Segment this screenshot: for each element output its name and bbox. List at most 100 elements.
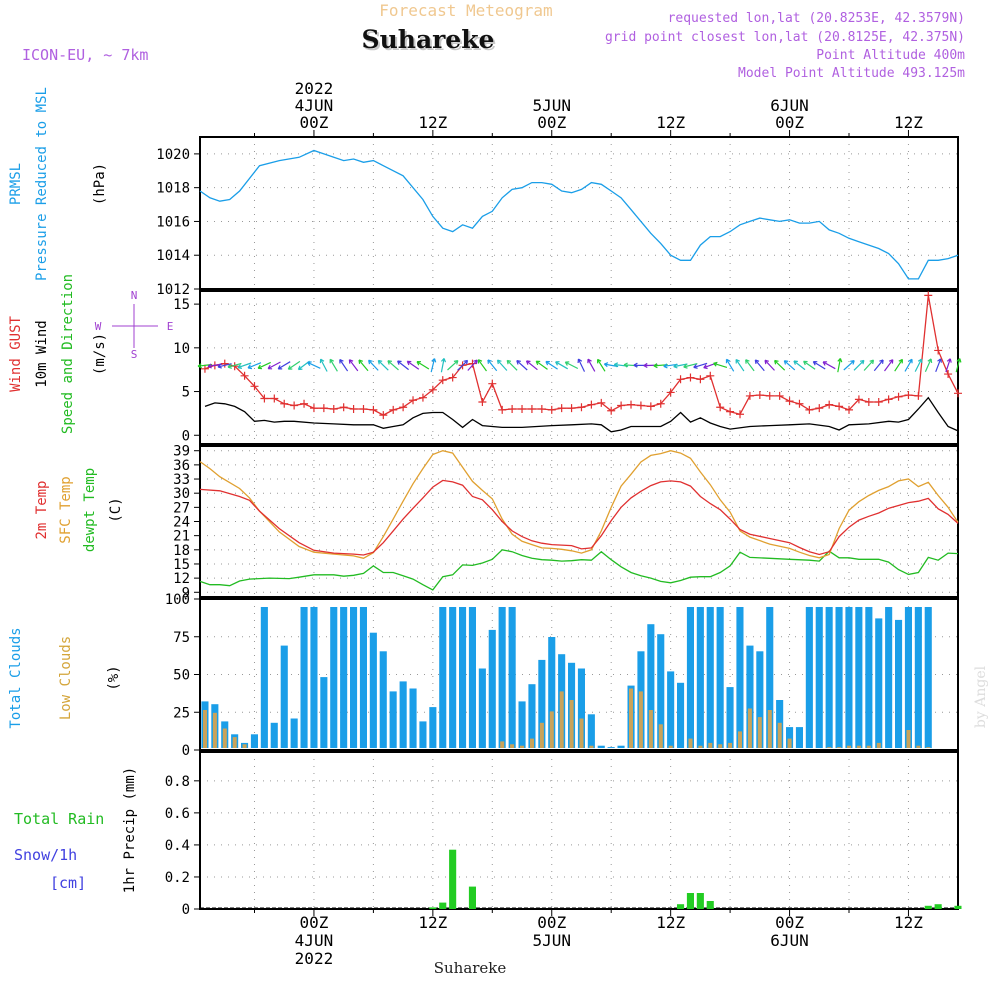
gust-marker [736,410,745,419]
rain-bar [677,904,685,909]
wind-frame [199,290,959,445]
pressure-frame [199,136,959,290]
total-cloud-bar [914,607,922,748]
time-label-bottom: 00Z [775,913,804,932]
low-cloud-bar [837,747,842,748]
subtitle: Forecast Meteogram [379,1,552,20]
total-cloud-bar [706,607,714,748]
wind-direction-arrow [319,358,328,372]
y-tick-label: 36 [173,458,190,474]
total-cloud-bar [350,607,358,748]
low-cloud-bar [658,724,663,748]
gust-marker [894,392,903,401]
time-label-bottom: 2022 [295,949,334,968]
y-tick-label: 0.6 [165,806,190,822]
gust-marker [240,371,249,380]
total-cloud-bar [508,607,516,748]
gust-marker [250,382,259,391]
low-cloud-bar [688,738,693,748]
gust-marker [220,359,229,368]
wind-direction-arrow [348,359,359,372]
low-cloud-bar [589,745,594,748]
wind-direction-arrow [884,359,894,372]
wind-direction-arrow [673,363,688,369]
total-cloud-bar [865,607,873,748]
gust-marker [815,404,824,413]
time-label-top: 5JUN [532,96,571,115]
gust-marker [854,395,863,404]
low-cloud-bar [668,745,673,748]
wind-direction-arrow [267,361,281,370]
wind-direction-arrow [339,358,349,372]
y-tick-label: 50 [173,668,190,684]
wind-direction-arrow [745,359,755,372]
wind-direction-arrow [793,360,806,371]
time-label-top: 12Z [418,113,447,132]
y-tick-label: 1020 [156,147,190,163]
wind-direction-arrow [924,358,933,372]
wind-direction-arrow [287,360,301,370]
snow-label: Snow/1h [14,846,77,864]
low-cloud-bar [698,745,703,748]
total-cloud-bar [548,637,556,748]
axes-layer: 1012101410161018102005101591215182124273… [156,130,959,918]
low-cloud-bar [212,712,217,748]
total-cloud-bar [696,607,704,748]
wind-direction-arrow [217,363,232,369]
low-cloud-bar [629,688,633,748]
gust-marker [518,405,527,414]
total-cloud-bar [617,745,625,748]
time-label-bottom: 00Z [299,913,328,932]
wind-direction-arrow [837,358,843,373]
gust-marker [954,389,962,398]
total-cloud-bar [756,651,764,748]
model-label: ICON-EU, ~ 7km [22,46,148,64]
time-label-bottom: 00Z [537,913,566,932]
total-cloud-bar [736,607,744,748]
y-tick-label: 18 [173,543,190,559]
low-cloud-bar [242,744,247,748]
wind-direction-arrow [506,359,518,371]
pressure-line [199,149,959,280]
wind-direction-arrow [487,359,498,372]
gust-marker [379,411,388,420]
time-label-top: 12Z [656,113,685,132]
panel-label: Pressure Reduced to MSL [34,87,50,281]
compass-e: E [167,320,174,333]
gust-marker [409,396,418,405]
wind-direction-arrow [467,359,478,371]
total-cloud-bar [518,701,526,748]
wind-direction-arrow [873,359,884,372]
gust-marker [755,391,764,400]
low-cloud-bar [747,708,752,748]
y-tick-label: 0 [182,428,190,444]
total-cloud-bar [419,721,427,748]
y-tick-label: 0 [182,743,190,759]
wind-direction-arrow [955,358,962,373]
wind-direction-arrow [406,360,420,370]
gust-marker [428,385,437,394]
low-cloud-bar [847,745,851,748]
wind-direction-arrow [329,358,338,372]
total-cloud-bar [280,645,288,748]
y-tick-label: 1018 [156,181,190,197]
time-label-top: 4JUN [295,96,334,115]
low-cloud-bar [856,745,861,748]
gust-marker [567,404,576,413]
wind-direction-arrow [597,358,606,372]
gust-marker [468,359,477,368]
total-cloud-bar [290,718,298,748]
total-cloud-bar [310,607,318,748]
wind-direction-arrow [535,360,548,370]
total-cloud-bar [498,607,506,748]
gust-marker [597,398,606,407]
y-tick-label: 24 [173,515,190,531]
total-cloud-bar [459,607,467,748]
total-cloud-bar [528,684,536,748]
gust-marker [765,391,774,400]
y-tick-label: 12 [173,571,190,587]
total-cloud-bar [716,607,724,748]
panel-label: 10m Wind [34,320,50,387]
wind-direction-arrow [525,360,538,371]
gust-marker [418,393,427,402]
